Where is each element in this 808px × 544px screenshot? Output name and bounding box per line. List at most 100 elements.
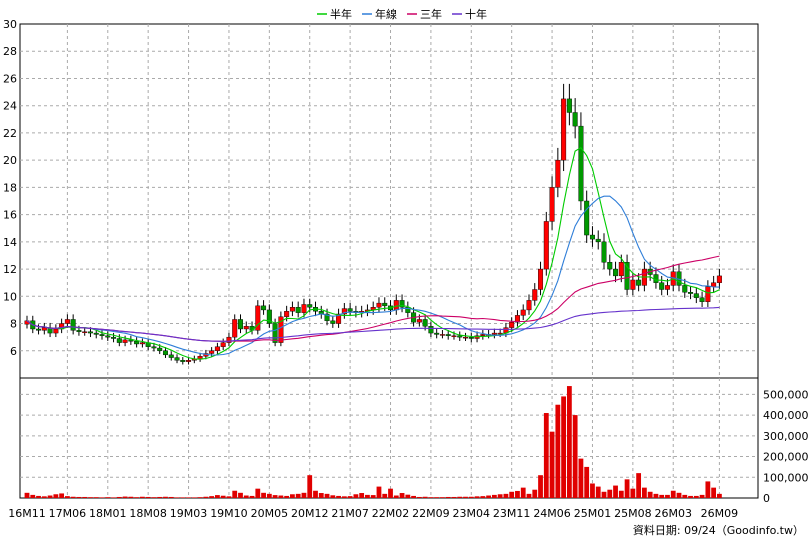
volume-bar <box>434 497 440 498</box>
candle-body <box>111 336 117 339</box>
price-tick-label: 14 <box>3 236 17 249</box>
volume-bar <box>370 495 376 498</box>
candle-body <box>105 335 111 338</box>
volume-bar <box>111 497 116 498</box>
volume-bar <box>717 493 722 498</box>
candle-body <box>382 302 388 307</box>
candle-body <box>174 357 180 361</box>
volume-bar <box>41 496 47 498</box>
candle-body <box>543 221 549 270</box>
candle-body <box>416 319 422 323</box>
candle-body <box>214 346 220 351</box>
time-tick-label: 22M02 <box>372 507 410 520</box>
volume-bar <box>272 495 278 498</box>
candle-body <box>688 292 694 294</box>
volume-bar <box>526 493 532 498</box>
volume-bar <box>555 404 561 498</box>
volume-tick-label: 0 <box>763 492 770 505</box>
volume-bar <box>416 496 422 498</box>
time-tick-label: 25M01 <box>574 507 612 520</box>
plot-frame <box>19 23 759 499</box>
volume-tick-label: 200,000 <box>763 451 808 464</box>
volume-bar <box>572 415 578 498</box>
candle-body <box>624 262 630 290</box>
volume-bar <box>220 495 226 498</box>
time-tick-label: 18M01 <box>89 507 127 520</box>
volume-bar <box>122 496 128 498</box>
volume-bar <box>324 493 330 498</box>
volume-bar <box>151 497 157 498</box>
volume-bar <box>36 495 41 498</box>
price-tick-label: 22 <box>3 127 17 140</box>
volume-bar <box>232 490 238 498</box>
candle-body <box>324 313 330 322</box>
candle-body <box>538 268 544 290</box>
volume-bar <box>209 496 215 498</box>
candle-body <box>549 187 555 222</box>
time-tick-label: 26M09 <box>701 507 739 520</box>
candle-body <box>139 342 145 345</box>
volume-bar <box>665 494 670 498</box>
volume-bar <box>376 486 382 498</box>
chart-grid <box>19 23 759 499</box>
candle-body <box>439 334 445 336</box>
candle-body <box>99 334 105 336</box>
legend-label: 半年 <box>330 7 352 21</box>
volume-bar <box>261 492 266 498</box>
volume-bar <box>457 496 463 498</box>
candle-body <box>180 360 186 362</box>
volume-bar <box>613 485 618 498</box>
candle-body <box>226 336 232 343</box>
volume-tick-label: 500,000 <box>763 388 808 401</box>
candle-body <box>151 346 157 349</box>
candle-body <box>301 304 307 313</box>
volume-bar <box>243 495 249 498</box>
candle-body <box>186 360 192 362</box>
candle-body <box>284 311 290 317</box>
time-tick-label: 23M04 <box>453 507 491 520</box>
candle-body <box>664 285 670 290</box>
volume-bar <box>474 496 480 498</box>
volume-bar <box>215 495 220 498</box>
data-date-footer: 資料日期: 09/24（Goodinfo.tw） <box>632 524 804 537</box>
volume-bar <box>682 494 688 498</box>
volume-bar <box>163 496 168 498</box>
volume-bar <box>284 495 290 498</box>
candle-body <box>572 112 578 127</box>
volume-bar <box>59 493 65 498</box>
time-tick-label: 19M10 <box>210 507 248 520</box>
volume-bar <box>636 473 642 498</box>
volume-bar <box>301 492 307 498</box>
candle-body <box>405 307 411 313</box>
candle-body <box>168 354 174 358</box>
candle-body <box>330 320 336 324</box>
candle-body <box>445 334 451 336</box>
volume-bar <box>128 496 134 498</box>
candle-body <box>514 315 520 323</box>
volume-bar <box>341 496 347 498</box>
ma-line-2 <box>26 195 720 356</box>
volume-bar <box>336 495 341 498</box>
chart-legend: 半年 年線 三年 十年 <box>317 7 487 21</box>
volume-bar <box>405 494 411 498</box>
volume-bar <box>203 496 209 498</box>
candle-body <box>162 350 168 356</box>
candle-body <box>87 331 93 334</box>
volume-bar <box>590 483 595 498</box>
candle-body <box>289 307 295 312</box>
candle-body <box>468 336 474 339</box>
volume-bar <box>313 490 318 498</box>
volume-bar <box>705 481 711 498</box>
candle-body <box>209 350 215 354</box>
volume-bar <box>497 494 503 498</box>
candle-body <box>422 319 428 327</box>
time-tick-label: 24M06 <box>533 507 571 520</box>
volume-bar <box>116 496 122 498</box>
volume-bar <box>618 490 624 498</box>
candle-body <box>266 309 272 324</box>
volume-bar <box>365 494 370 498</box>
volume-bar <box>249 495 255 498</box>
price-tick-label: 16 <box>3 209 17 222</box>
volume-bar <box>266 493 272 498</box>
volume-bar <box>486 495 491 498</box>
